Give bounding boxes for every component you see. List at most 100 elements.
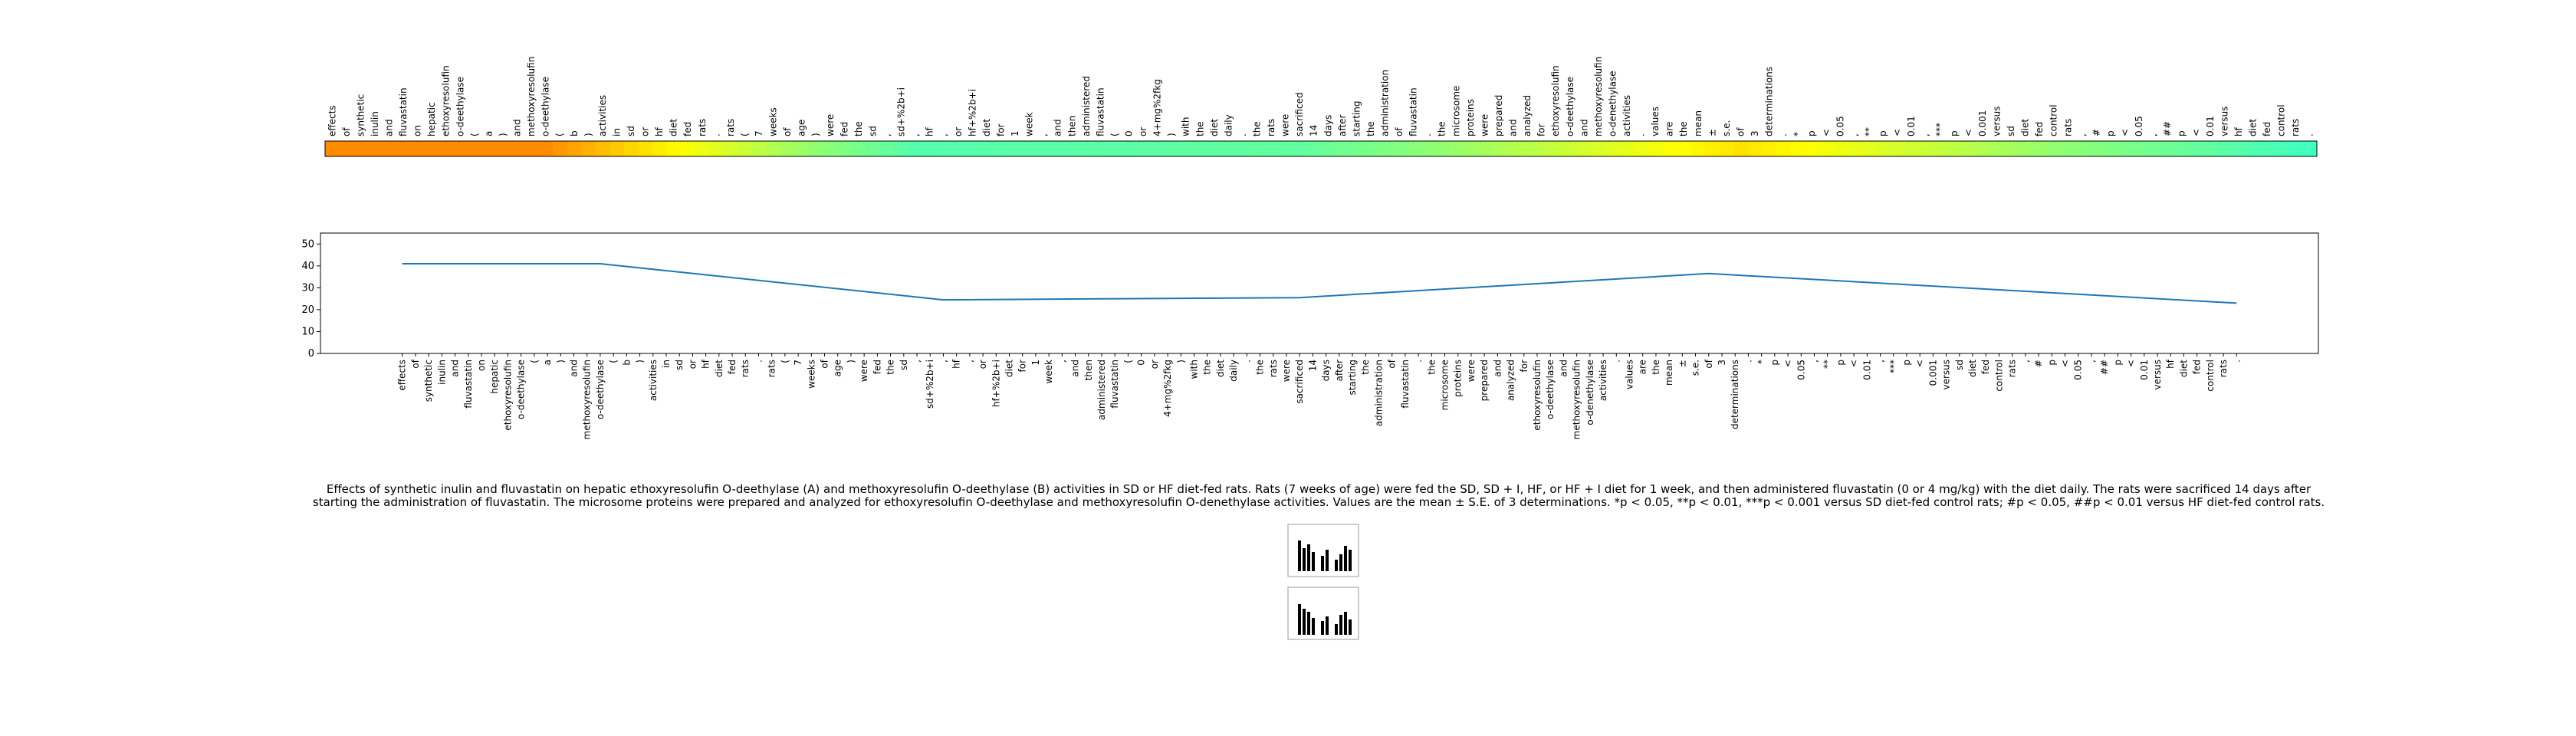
heat-cell xyxy=(1434,141,1450,156)
x-tick-label: on xyxy=(476,360,487,371)
heat-cell xyxy=(751,141,767,156)
heat-cell xyxy=(1007,141,1023,156)
x-tick-label: , xyxy=(1056,360,1067,363)
token-label: on xyxy=(412,125,423,136)
x-tick-label: b xyxy=(621,360,632,366)
heat-cell xyxy=(1050,141,1066,156)
x-tick-label: o-denethylase xyxy=(1585,360,1595,426)
token-label: ** xyxy=(1863,127,1874,136)
x-tick-label: p xyxy=(1769,360,1780,366)
heat-cell xyxy=(1691,141,1706,156)
heat-cell xyxy=(1890,141,1905,156)
x-tick-label: a xyxy=(542,360,553,365)
heat-cell xyxy=(1577,141,1592,156)
token-label: synthetic xyxy=(355,94,366,136)
heat-cell xyxy=(1207,141,1222,156)
x-tick-label: inulin xyxy=(436,360,447,385)
x-tick-label: methoxyresolufin xyxy=(1572,360,1582,439)
heat-cell xyxy=(1093,141,1109,156)
heat-cell xyxy=(367,141,383,156)
token-label: for xyxy=(995,123,1006,136)
x-tick-label: activities xyxy=(1598,360,1608,401)
x-tick-label: were xyxy=(1281,360,1292,382)
x-tick-label: of xyxy=(1387,359,1398,368)
token-label: the xyxy=(1365,121,1376,136)
x-tick-label: * xyxy=(1756,360,1767,364)
token-label: , xyxy=(2148,133,2159,136)
heat-cell xyxy=(1079,141,1094,156)
heat-cell xyxy=(2089,141,2104,156)
heat-cell xyxy=(396,141,411,156)
x-tick-label: 0.05 xyxy=(2073,360,2084,380)
token-label: effects xyxy=(327,105,337,136)
y-tick-label: 10 xyxy=(301,326,314,337)
x-tick-label: 0.05 xyxy=(1796,360,1806,380)
token-label: b xyxy=(569,130,580,136)
x-tick-label: hf xyxy=(701,359,711,369)
x-tick-label: and xyxy=(1492,360,1503,377)
x-tick-label: and xyxy=(568,360,579,377)
token-label: ( xyxy=(469,133,480,136)
x-tick-label: and xyxy=(450,360,461,377)
token-label: sd+%2b+i xyxy=(896,87,907,136)
heat-cell xyxy=(652,141,667,156)
heat-cell xyxy=(2046,141,2062,156)
token-label: and xyxy=(1579,119,1589,136)
heat-cell xyxy=(1135,141,1151,156)
token-label: weeks xyxy=(768,107,779,136)
heat-cell xyxy=(2118,141,2133,156)
heat-cell xyxy=(1990,141,2005,156)
heat-cell xyxy=(1178,141,1194,156)
x-tick-label: p xyxy=(1835,360,1846,366)
heat-cell xyxy=(1321,141,1336,156)
heat-cell xyxy=(808,141,823,156)
x-tick-label: ± xyxy=(1677,360,1687,367)
x-tick-label: ( xyxy=(529,360,540,363)
x-tick-label: # xyxy=(2033,360,2044,367)
token-label: starting xyxy=(1351,100,1362,136)
token-label: s.e. xyxy=(1721,120,1732,136)
x-tick-label: ) xyxy=(555,360,566,363)
x-tick-label: or xyxy=(687,360,698,369)
heat-cell xyxy=(680,141,695,156)
heat-cell xyxy=(353,141,369,156)
x-tick-label: 14 xyxy=(1307,360,1318,371)
x-tick-label: synthetic xyxy=(423,360,434,402)
heat-cell xyxy=(837,141,853,156)
token-label: administered xyxy=(1081,76,1092,136)
x-tick-label: age xyxy=(833,360,843,376)
x-tick-label: o-deethylase xyxy=(516,360,527,419)
token-label: fed xyxy=(682,122,693,136)
x-tick-label: prepared xyxy=(1479,360,1490,401)
x-tick-label: starting xyxy=(1347,360,1358,396)
heat-strip-frame xyxy=(324,140,2318,157)
x-tick-label: then xyxy=(1083,360,1094,380)
token-label: hf xyxy=(2233,127,2244,136)
x-tick-label: diet xyxy=(1967,360,1978,377)
x-tick-label: after xyxy=(1334,360,1345,381)
heat-cell xyxy=(623,141,639,156)
token-label: p xyxy=(2105,130,2116,136)
heat-cell xyxy=(922,141,938,156)
heat-cell xyxy=(965,141,981,156)
token-label: rats xyxy=(2062,119,2073,136)
heat-cell xyxy=(1562,141,1578,156)
heat-cell xyxy=(1747,141,1763,156)
figure-thumbnail xyxy=(1287,524,1359,640)
axes-frame xyxy=(320,232,2319,354)
heat-cell xyxy=(410,141,426,156)
x-tick-label: diet xyxy=(1004,360,1015,377)
x-tick-label: diet xyxy=(714,360,724,377)
heat-cell xyxy=(695,141,710,156)
x-tick-label: , xyxy=(1809,360,1819,363)
heat-cell xyxy=(1263,141,1279,156)
heat-cell xyxy=(1875,141,1891,156)
heat-cell xyxy=(2160,141,2175,156)
x-tick-label: versus xyxy=(2152,360,2163,390)
token-label: 0.01 xyxy=(1906,116,1917,136)
heat-cell xyxy=(2302,141,2318,156)
x-tick-label: for xyxy=(1017,360,1028,373)
token-label: , xyxy=(1849,133,1860,136)
x-tick-label: for xyxy=(1519,360,1530,373)
